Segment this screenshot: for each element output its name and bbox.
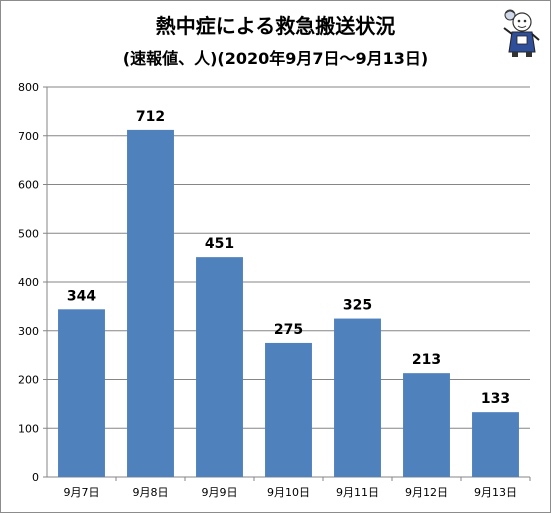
x-tick-label: 9月9日 <box>202 486 238 499</box>
bar-7 <box>472 412 519 477</box>
y-tick-label: 200 <box>18 374 39 387</box>
y-tick-label: 100 <box>18 422 39 435</box>
mascot-character-icon <box>503 9 540 57</box>
bar-3 <box>196 257 243 477</box>
x-tick-label: 9月11日 <box>336 486 379 499</box>
chart-subtitle: (速報値、人)(2020年9月7日～9月13日) <box>122 49 429 68</box>
x-tick-label: 9月7日 <box>64 486 100 499</box>
y-tick-label: 600 <box>18 179 39 192</box>
chart-title: 熱中症による救急搬送状況 <box>155 14 396 38</box>
x-tick-label: 9月13日 <box>474 486 517 499</box>
bar-1 <box>58 309 105 477</box>
data-label: 325 <box>343 298 372 314</box>
x-tick-label: 9月10日 <box>267 486 310 499</box>
y-tick-label: 400 <box>18 276 39 289</box>
data-label: 275 <box>274 322 303 338</box>
bar-4 <box>265 342 312 477</box>
data-label: 213 <box>412 352 441 368</box>
y-tick-label: 700 <box>18 130 39 143</box>
y-tick-label: 500 <box>18 227 39 240</box>
y-tick-label: 300 <box>18 325 39 338</box>
y-tick-label: 800 <box>18 81 39 94</box>
data-label: 451 <box>205 236 234 252</box>
data-label: 344 <box>67 288 96 304</box>
bar-5 <box>334 318 381 477</box>
data-label: 133 <box>481 391 510 407</box>
data-label: 712 <box>136 109 165 125</box>
bar-2 <box>127 129 174 477</box>
x-tick-label: 9月12日 <box>405 486 448 499</box>
bar-6 <box>403 373 450 477</box>
y-tick-label: 0 <box>32 471 39 484</box>
x-tick-label: 9月8日 <box>133 486 169 499</box>
